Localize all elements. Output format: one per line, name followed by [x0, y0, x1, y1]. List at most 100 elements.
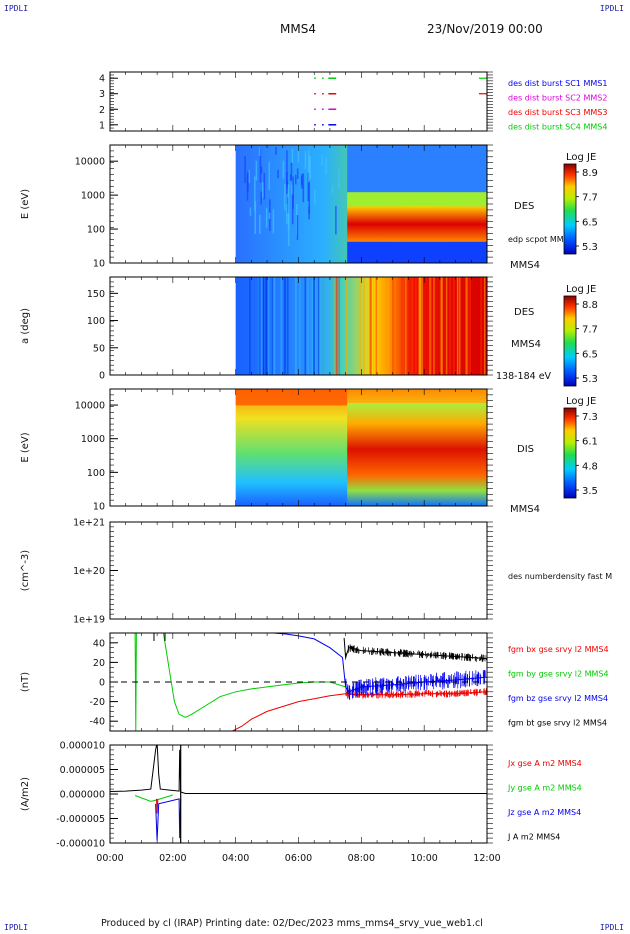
des-energy-streak: [268, 212, 271, 219]
density-ytick-label: 1e+20: [73, 566, 105, 577]
dis-energy-ytick-label: 10: [93, 502, 105, 513]
current-legend-entry: Jy gse A m2 MMS4: [507, 784, 582, 793]
des-energy-streak: [302, 173, 305, 203]
des-pitch-ytick-label: 50: [93, 343, 105, 354]
des-energy-streak: [291, 194, 294, 225]
des-energy-streak: [287, 184, 290, 218]
des-pitch-streak: [387, 277, 390, 375]
des-energy-side-label: MMS4: [510, 260, 540, 271]
des-pitch-streak: [273, 277, 276, 375]
spacecraft-title: MMS4: [280, 22, 316, 36]
density-ytick-label: 1e+19: [73, 615, 105, 626]
bfield-series-1: [232, 691, 487, 731]
des-pitch-ytick-label: 100: [87, 316, 105, 327]
des-energy-streak: [265, 207, 268, 228]
des-pitch-streak: [317, 277, 320, 375]
bfield-ytick-label: 0: [99, 678, 105, 689]
des-pitch-streak: [262, 277, 265, 375]
des-energy-ylabel: E (eV): [20, 189, 31, 219]
des-energy-colorbar: [563, 163, 577, 255]
current-series-3: [156, 798, 159, 814]
des-pitch-streak: [261, 277, 263, 375]
current-ytick-label: -0.000010: [56, 839, 105, 850]
current-ytick-label: -0.000005: [56, 814, 105, 825]
des-energy-side-label: edp scpot MMS4: [508, 235, 574, 244]
current-ytick-label: 0.000005: [60, 765, 105, 776]
bfield-legend-entry: fgm bz gse srvy l2 MMS4: [508, 694, 608, 703]
bfield-series-group: [134, 633, 487, 731]
des-pitch-streak: [304, 277, 307, 375]
des-pitch-streak: [445, 277, 448, 375]
des-pitch-streak: [311, 277, 314, 375]
des-energy-streak: [254, 176, 256, 212]
des-energy-streak: [291, 184, 293, 195]
burst-ytick-label: 2: [99, 105, 105, 116]
des-pitch-ytick-label: 150: [87, 289, 105, 300]
des-pitch-streak: [335, 277, 338, 375]
des-pitch-side-label: DES: [514, 307, 534, 318]
des-energy-low-band: [347, 241, 487, 263]
des-energy-streak: [255, 160, 258, 181]
des-pitch-streak: [307, 277, 309, 375]
current-ytick-label: 0.000000: [60, 790, 105, 801]
des-energy-side-label: DES: [514, 201, 534, 212]
des-pitch-streak: [480, 277, 482, 375]
des-energy-streak: [284, 183, 286, 211]
bfield-ytick-label: 20: [93, 658, 105, 669]
current-series-group: [110, 745, 487, 841]
des-energy-streak: [307, 172, 310, 202]
des-pitch-streak: [272, 277, 275, 375]
des-pitch-streak: [483, 277, 486, 375]
xtick-label: 08:00: [348, 853, 375, 864]
des-pitch-colorbar-label: 8.8: [582, 300, 598, 311]
xtick-label: 02:00: [159, 853, 186, 864]
dis-energy-colorbar-label: 6.1: [582, 437, 598, 448]
des-pitch-colorbar-title: Log JE: [566, 284, 596, 295]
des-pitch-streak: [267, 277, 270, 375]
burst-ytick-label: 1: [99, 120, 105, 131]
bfield-series-0: [134, 633, 346, 731]
bfield-ytick-label: 40: [93, 638, 105, 649]
des-pitch-streak: [271, 277, 274, 375]
des-energy-streak: [292, 176, 294, 209]
des-pitch-streak: [380, 277, 383, 375]
xtick-label: 00:00: [96, 853, 123, 864]
des-pitch-streak: [459, 277, 461, 375]
dis-energy-ylabel: E (eV): [20, 432, 31, 462]
des-energy-streak: [244, 155, 246, 184]
des-energy-streak: [331, 185, 334, 194]
des-energy-streak: [309, 156, 312, 179]
des-pitch-streak: [449, 277, 451, 375]
des-pitch-streak: [419, 277, 422, 375]
des-pitch-streak: [283, 277, 285, 375]
des-energy-high-band: [347, 145, 487, 195]
xtick-label: 12:00: [473, 853, 500, 864]
des-pitch-streak: [299, 277, 301, 375]
dis-energy-colorbar: [563, 407, 577, 499]
des-pitch-streak: [327, 277, 330, 375]
des-energy-streak: [308, 155, 310, 183]
des-pitch-streak: [411, 277, 413, 375]
des-energy-colorbar-label: 6.5: [582, 217, 598, 228]
burst-label: des dist burst SC1 MMS1: [508, 79, 607, 88]
dis-energy-top-band: [235, 389, 348, 406]
des-energy-streak: [337, 168, 340, 188]
dis-energy-ytick-label: 100: [87, 468, 105, 479]
des-energy-streak: [248, 170, 250, 184]
des-energy-streak: [268, 161, 270, 191]
des-energy-ytick-label: 100: [87, 225, 105, 236]
current-series-2: [155, 798, 182, 841]
des-energy-streak: [297, 146, 300, 163]
des-pitch-streak: [469, 277, 471, 375]
des-energy-streak: [259, 214, 261, 235]
des-energy-streak: [304, 151, 307, 170]
des-energy-streak: [247, 171, 249, 192]
des-pitch-streak: [406, 277, 408, 375]
des-pitch-colorbar-label: 7.7: [582, 325, 598, 336]
des-energy-ytick-label: 10000: [75, 157, 105, 168]
dis-energy-side-label: MMS4: [510, 504, 540, 515]
bfield-ytick-label: -20: [89, 697, 105, 708]
burst-ytick-label: 4: [99, 74, 105, 85]
des-pitch-colorbar: [563, 295, 577, 387]
des-energy-streak: [295, 203, 298, 236]
